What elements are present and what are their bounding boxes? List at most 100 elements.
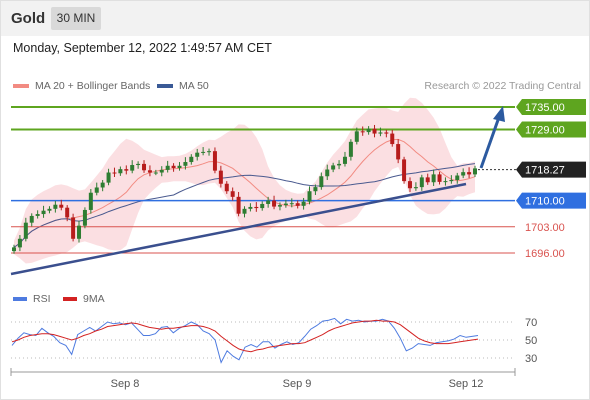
candle-body bbox=[100, 182, 105, 188]
resistance-2-label: 1735.00 bbox=[525, 102, 565, 114]
resistance-1-label-box bbox=[516, 121, 586, 138]
projection-arrow-head bbox=[493, 106, 505, 122]
candle-body bbox=[65, 207, 70, 218]
projection-arrow-shaft bbox=[479, 119, 500, 169]
candle-body bbox=[266, 200, 271, 204]
candle-body bbox=[402, 159, 407, 182]
candle-body bbox=[473, 168, 477, 175]
candle-body bbox=[47, 208, 52, 211]
candle-body bbox=[407, 181, 412, 189]
candle-body bbox=[218, 170, 223, 184]
candle-body bbox=[23, 222, 28, 239]
candle-body bbox=[437, 174, 442, 182]
candle-body bbox=[378, 132, 383, 134]
candle-body bbox=[207, 151, 212, 153]
legend-9ma-label: 9MA bbox=[83, 293, 105, 305]
candle-body bbox=[201, 151, 206, 153]
resistance-1-label: 1729.00 bbox=[525, 124, 565, 136]
candle-body bbox=[272, 200, 277, 207]
candle-body bbox=[195, 152, 200, 157]
support-2-label: 1696.00 bbox=[525, 248, 565, 260]
candle-body bbox=[71, 217, 76, 239]
candle-body bbox=[455, 175, 460, 180]
candle-body bbox=[230, 191, 235, 197]
candle-body bbox=[413, 187, 418, 189]
pivot-label-box bbox=[516, 192, 586, 209]
candle-body bbox=[236, 196, 241, 214]
x-tick-label: Sep 12 bbox=[449, 378, 484, 390]
rsi-line bbox=[11, 317, 479, 364]
candle-body bbox=[106, 172, 111, 183]
candle-body bbox=[360, 131, 365, 133]
candle-body bbox=[88, 192, 93, 210]
candle-body bbox=[112, 172, 117, 174]
legend-rsi-label: RSI bbox=[33, 293, 51, 305]
candle-body bbox=[331, 165, 336, 170]
candle-body bbox=[212, 151, 217, 171]
x-tick-label: Sep 8 bbox=[111, 378, 140, 390]
candle-body bbox=[53, 204, 58, 209]
candle-body bbox=[366, 128, 371, 133]
candle-body bbox=[372, 128, 377, 134]
candle-body bbox=[94, 187, 99, 193]
candle-body bbox=[124, 169, 129, 171]
candle-body bbox=[165, 165, 170, 170]
candle-body bbox=[260, 203, 265, 209]
candle-body bbox=[277, 205, 282, 207]
candle-body bbox=[41, 210, 46, 215]
candle-body bbox=[319, 176, 324, 188]
candle-body bbox=[177, 165, 182, 169]
legend-rsi: RSI bbox=[13, 293, 51, 305]
candle-body bbox=[396, 144, 401, 160]
candle-body bbox=[35, 214, 40, 216]
candle-body bbox=[325, 169, 330, 177]
ma50-line bbox=[13, 163, 476, 248]
datetime-label: Monday, September 12, 2022 1:49:57 AM CE… bbox=[13, 41, 272, 55]
candle-body bbox=[136, 163, 141, 166]
timeframe-badge[interactable]: 30 MIN bbox=[51, 7, 101, 30]
candle-body bbox=[254, 206, 259, 209]
candle-body bbox=[183, 162, 188, 166]
candle-body bbox=[342, 156, 347, 164]
candle-body bbox=[289, 203, 294, 205]
pivot-label: 1710.00 bbox=[525, 196, 565, 208]
candle-body bbox=[337, 163, 342, 166]
candle-body bbox=[307, 191, 312, 202]
candle-body bbox=[224, 183, 229, 192]
candle-body bbox=[29, 215, 34, 223]
legend-swatch-rsi bbox=[13, 297, 27, 301]
candle-body bbox=[384, 132, 389, 134]
last-price-label: 1718.27 bbox=[525, 165, 565, 177]
candle-body bbox=[242, 208, 247, 214]
legend-ma50: MA 50 bbox=[157, 80, 209, 92]
rsi-tick-label: 30 bbox=[525, 353, 537, 365]
candle-body bbox=[443, 181, 448, 183]
candle-body bbox=[159, 169, 164, 173]
candle-body bbox=[147, 170, 152, 173]
legend-ma50-label: MA 50 bbox=[179, 80, 209, 92]
candle-body bbox=[419, 177, 424, 188]
credit-text: Research © 2022 Trading Central bbox=[424, 80, 581, 92]
symbol-title: Gold bbox=[11, 10, 46, 27]
ma9-line bbox=[11, 319, 479, 353]
candle-body bbox=[431, 174, 436, 183]
candle-body bbox=[118, 169, 123, 174]
legend-ma20-bb: MA 20 + Bollinger Bands bbox=[13, 80, 150, 92]
candle-body bbox=[82, 209, 87, 226]
legend-ma20-label: MA 20 + Bollinger Bands bbox=[35, 80, 151, 92]
candle-body bbox=[295, 203, 300, 206]
candle-body bbox=[17, 238, 22, 248]
candle-body bbox=[348, 141, 353, 157]
candle-body bbox=[130, 165, 135, 171]
candle-body bbox=[153, 172, 158, 174]
candle-body bbox=[142, 163, 147, 171]
candle-body bbox=[283, 203, 288, 206]
candle-body bbox=[301, 201, 306, 206]
candle-body bbox=[189, 156, 194, 163]
candle-body bbox=[171, 165, 176, 169]
rsi-tick-label: 50 bbox=[525, 335, 537, 347]
candle-body bbox=[449, 180, 454, 182]
rsi-tick-label: 70 bbox=[525, 317, 537, 329]
last-price-box bbox=[516, 161, 586, 178]
